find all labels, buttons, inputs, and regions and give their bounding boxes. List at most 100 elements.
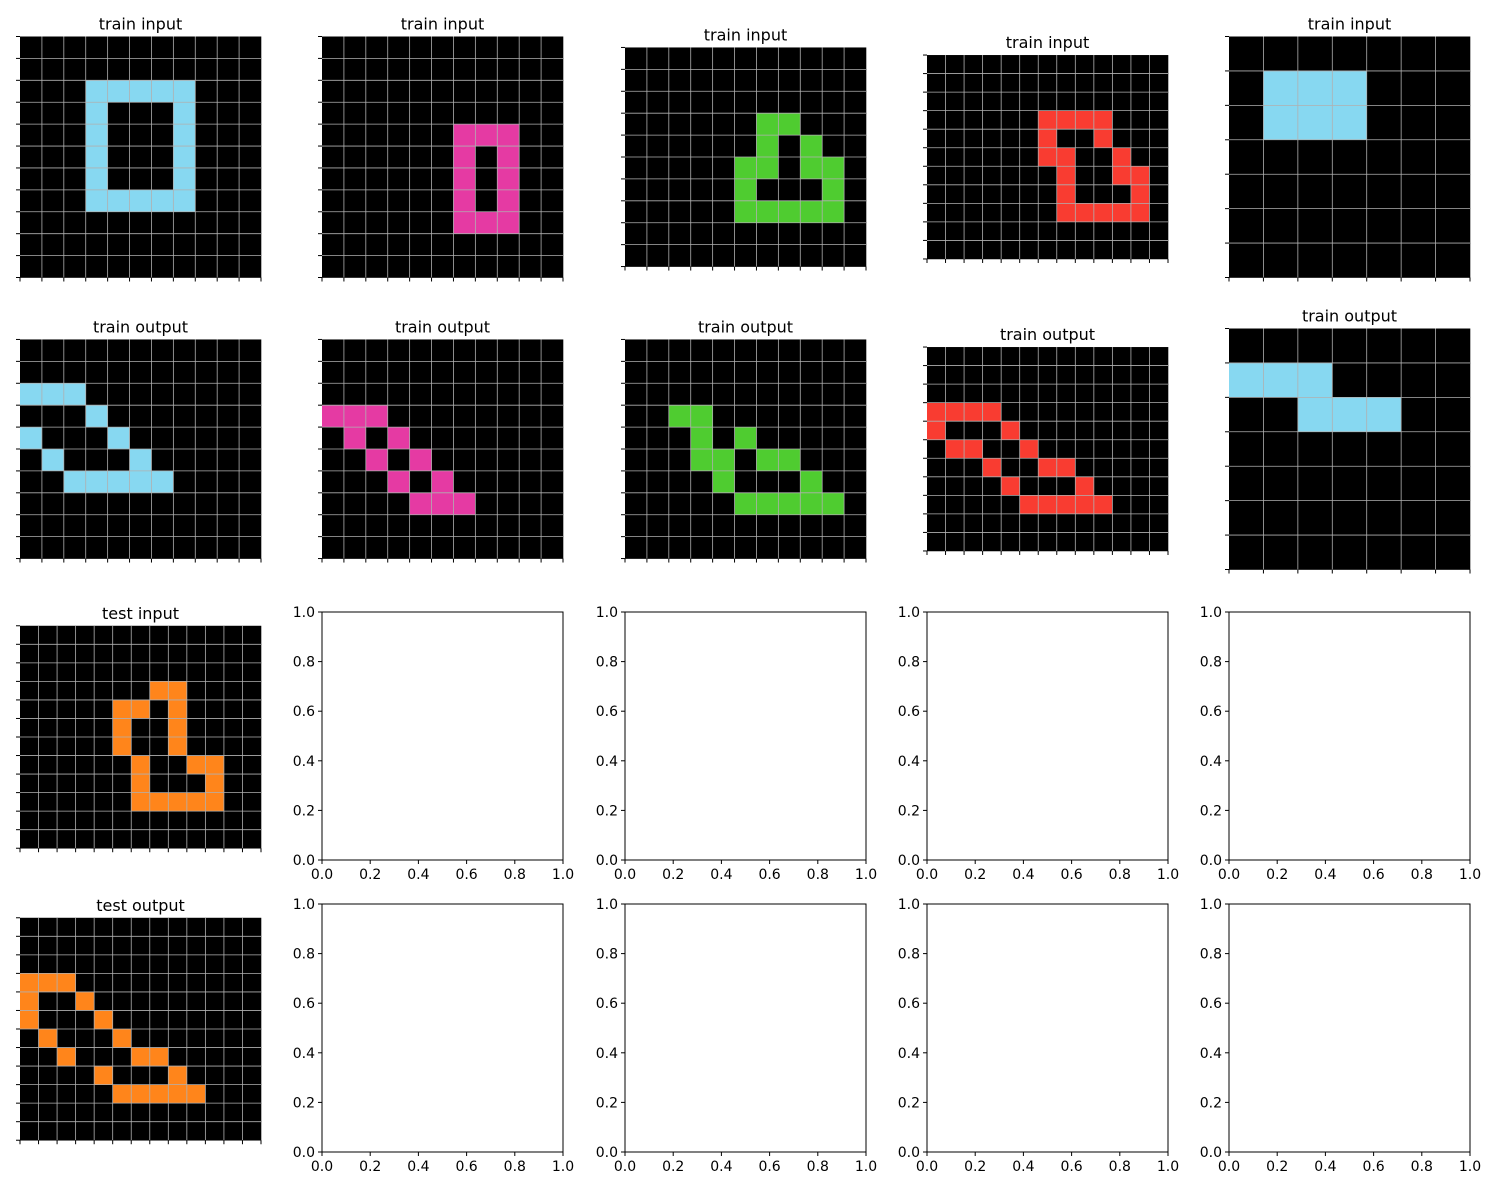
grid-cell — [75, 718, 95, 738]
grid-cell — [107, 339, 130, 362]
grid-cell — [1112, 421, 1132, 441]
grid-cell — [112, 774, 132, 793]
grid-cell — [690, 383, 713, 406]
grid-cell — [625, 361, 648, 384]
grid-cell — [57, 917, 76, 937]
grid-cell — [149, 917, 169, 937]
grid-cell — [982, 495, 1002, 515]
grid-cell — [1112, 203, 1132, 223]
grid-cell — [519, 36, 542, 59]
grid-cell — [1093, 476, 1113, 496]
grid-cell — [20, 80, 43, 103]
grid-cell — [217, 255, 240, 278]
grid-cell — [690, 47, 713, 70]
grid-cell — [107, 58, 130, 81]
grid-cell — [1093, 495, 1113, 515]
grid-cell — [131, 662, 151, 682]
grid-cell — [239, 255, 262, 278]
y-tick-label: 1.0 — [898, 605, 920, 621]
grid-cell — [778, 244, 801, 267]
grid-cell — [322, 255, 345, 278]
grid-cell — [982, 92, 1002, 111]
grid-cell — [1130, 92, 1150, 111]
x-tick-label: 0.0 — [1218, 1159, 1240, 1175]
panel-train-output: train output — [621, 317, 867, 563]
grid-cell — [822, 361, 845, 384]
grid-cell — [205, 644, 225, 664]
grid-cell — [1130, 147, 1150, 167]
grid-cell — [343, 383, 367, 406]
x-tick-label: 0.4 — [1012, 867, 1034, 883]
x-tick-label: 0.8 — [1411, 867, 1433, 883]
grid-cell — [85, 449, 108, 472]
grid-cell — [1075, 55, 1095, 74]
grid-cell — [453, 146, 476, 169]
grid-cell — [541, 58, 564, 81]
grid-cell — [1149, 384, 1169, 403]
grid-cell — [41, 189, 65, 213]
grid-cell — [1019, 439, 1039, 459]
grid-cell — [541, 36, 564, 59]
grid-cell — [365, 339, 389, 362]
grid-cell — [1019, 73, 1039, 93]
grid-cell — [205, 662, 225, 682]
grid-cell — [800, 405, 823, 428]
grid-cell — [690, 427, 713, 450]
grid-cell — [223, 1103, 243, 1122]
grid-cell — [964, 147, 983, 167]
grid-cell — [800, 470, 823, 494]
grid-cell — [57, 811, 76, 830]
grid-cell — [217, 211, 240, 234]
grid-cell — [1401, 36, 1436, 72]
grid-cell — [475, 211, 498, 234]
grid-cell — [982, 421, 1002, 441]
grid-cell — [239, 58, 262, 81]
grid-cell — [1056, 166, 1076, 186]
grid-cell — [57, 1010, 76, 1030]
grid-cell — [734, 405, 757, 428]
grid-cell — [668, 361, 692, 384]
grid-cell — [1001, 184, 1020, 204]
grid-cell — [1038, 55, 1058, 74]
grid-cell — [75, 755, 95, 775]
grid-cell — [223, 644, 243, 664]
panel-title: train input — [401, 15, 484, 34]
grid-cell — [242, 662, 262, 682]
grid-cell — [1149, 513, 1169, 533]
panel-title: train input — [1006, 33, 1089, 52]
grid-cell — [1001, 495, 1020, 515]
grid-cell — [519, 124, 542, 147]
grid-cell — [519, 514, 542, 537]
grid-cell — [800, 178, 823, 202]
grid-cell — [387, 383, 410, 406]
grid-cell — [1229, 535, 1264, 570]
grid-cell — [20, 681, 39, 701]
grid-cell — [1038, 221, 1058, 241]
grid-cell — [129, 80, 152, 103]
grid-cell — [186, 954, 206, 974]
grid-cell — [75, 644, 95, 664]
grid-cell — [712, 427, 735, 450]
grid-cell — [20, 954, 39, 974]
grid-cell — [1056, 73, 1076, 93]
grid-cell — [625, 339, 648, 362]
x-tick-label: 0.4 — [407, 867, 429, 883]
grid-cell — [131, 811, 151, 830]
grid-cell — [1130, 421, 1150, 441]
grid-cell — [475, 427, 498, 450]
grid-cell — [927, 110, 946, 130]
grid-cell — [1401, 431, 1436, 467]
x-tick-label: 0.0 — [916, 1159, 938, 1175]
grid-cell — [365, 470, 389, 494]
grid-cell — [322, 361, 345, 384]
grid-cell — [1149, 495, 1169, 515]
grid-cell — [1112, 513, 1132, 533]
grid-cell — [205, 1103, 225, 1122]
empty-axes: 0.00.00.20.20.40.40.60.60.80.81.01.0 — [596, 605, 877, 883]
grid-cell — [1229, 70, 1264, 106]
grid-cell — [1001, 221, 1020, 241]
grid-cell — [475, 80, 498, 103]
grid-cell — [112, 829, 132, 849]
empty-axes: 0.00.00.20.20.40.40.60.60.80.81.01.0 — [596, 897, 877, 1175]
x-tick-label: 0.2 — [359, 1159, 381, 1175]
